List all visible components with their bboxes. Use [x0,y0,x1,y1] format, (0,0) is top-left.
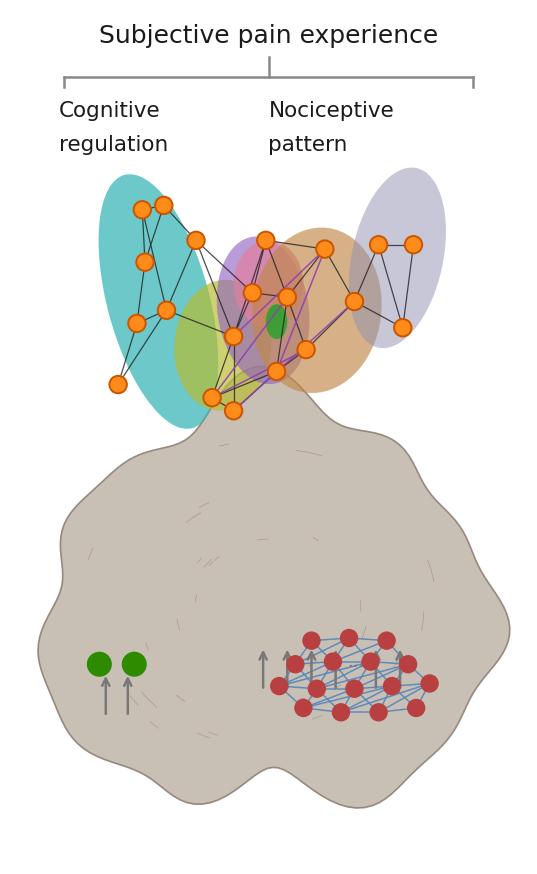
Circle shape [280,290,294,304]
Ellipse shape [266,304,287,339]
Circle shape [109,376,127,393]
Ellipse shape [234,240,303,328]
Circle shape [135,203,149,217]
Circle shape [383,677,401,695]
Ellipse shape [175,280,271,411]
Text: Nociceptive: Nociceptive [268,101,394,121]
Circle shape [159,303,173,317]
Text: Subjective pain experience: Subjective pain experience [99,24,438,48]
Circle shape [205,391,219,405]
Circle shape [408,699,425,717]
Circle shape [407,238,420,252]
Text: Cognitive: Cognitive [59,101,161,121]
Circle shape [362,653,379,670]
Circle shape [203,389,221,406]
Circle shape [128,315,146,332]
Circle shape [324,653,342,670]
Text: pattern: pattern [268,135,348,156]
Text: regulation: regulation [59,135,168,156]
Circle shape [295,699,312,717]
Circle shape [155,197,173,214]
Circle shape [394,319,412,336]
Circle shape [138,255,152,269]
Circle shape [400,656,417,673]
Ellipse shape [217,237,309,384]
Circle shape [421,675,438,692]
Ellipse shape [99,174,218,429]
Circle shape [157,302,176,319]
Circle shape [259,233,273,247]
Circle shape [88,652,111,676]
Circle shape [227,404,241,418]
Ellipse shape [252,227,382,393]
Circle shape [189,233,203,247]
Circle shape [270,364,284,378]
Circle shape [267,363,286,380]
Circle shape [318,242,332,256]
Circle shape [111,378,125,392]
Circle shape [378,632,395,649]
Circle shape [271,677,288,695]
Circle shape [224,328,243,345]
Circle shape [257,232,275,249]
Circle shape [157,198,171,212]
Circle shape [308,680,325,697]
Circle shape [136,253,154,271]
Circle shape [245,286,259,300]
Circle shape [346,680,363,697]
Circle shape [299,343,313,357]
Circle shape [287,656,304,673]
Text: ...: ... [347,654,364,671]
Circle shape [347,295,361,309]
Circle shape [297,341,315,358]
Circle shape [340,629,358,647]
Circle shape [316,240,334,258]
Circle shape [187,232,205,249]
Polygon shape [38,366,510,808]
Circle shape [332,704,350,721]
Circle shape [369,236,388,253]
Circle shape [122,652,146,676]
Circle shape [243,284,262,302]
Circle shape [370,704,387,721]
Circle shape [345,293,364,310]
Circle shape [227,329,241,343]
Circle shape [133,201,151,218]
Ellipse shape [349,168,446,348]
Circle shape [224,402,243,420]
Circle shape [278,288,296,306]
Circle shape [396,321,410,335]
Circle shape [372,238,386,252]
Circle shape [303,632,320,649]
Circle shape [404,236,423,253]
Circle shape [130,316,144,330]
